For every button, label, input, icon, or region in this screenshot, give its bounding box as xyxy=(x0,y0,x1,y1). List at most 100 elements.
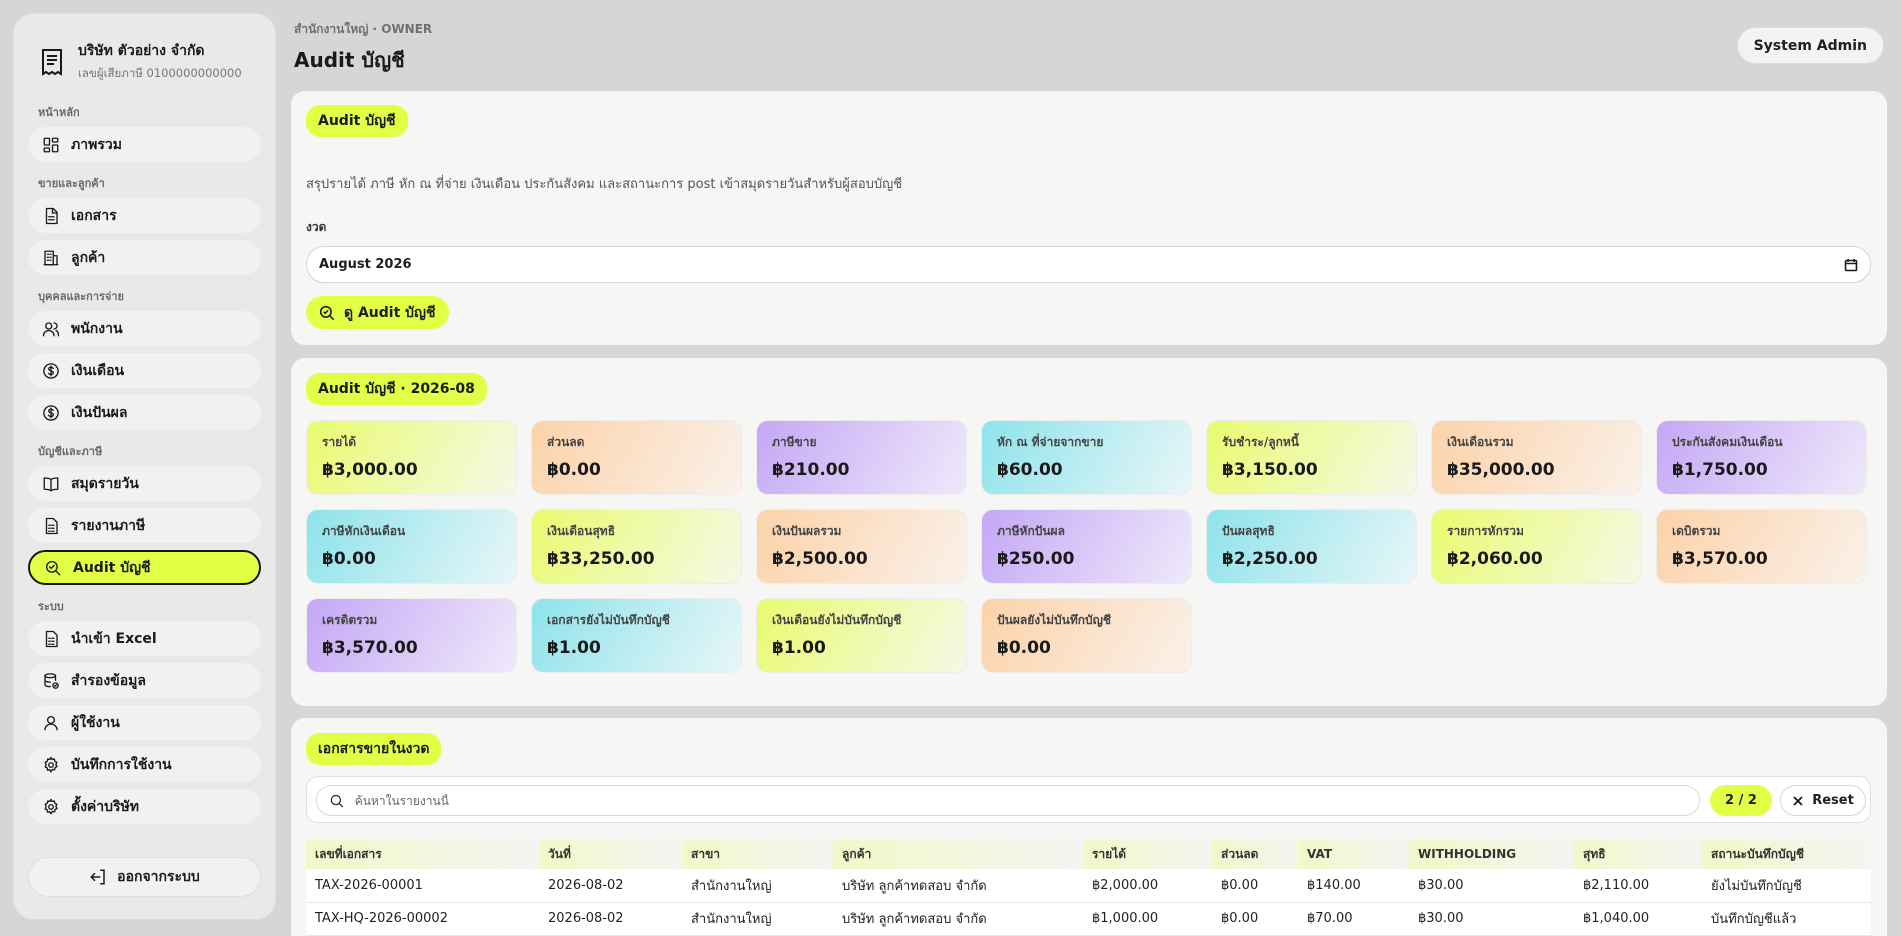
dollar-icon xyxy=(43,404,59,421)
sidebar-item-3-1[interactable]: รายงานภาษี xyxy=(28,508,261,543)
period-month-input[interactable]: August 2026 xyxy=(306,246,1871,283)
logout-icon xyxy=(90,869,105,885)
metric-card: ส่วนลด ฿0.00 xyxy=(531,420,742,495)
report-search-input[interactable] xyxy=(354,793,1687,808)
table-body: TAX-2026-00001 2026-08-02 สำนักงานใหญ่ บริษ… xyxy=(306,869,1871,936)
metric-value: ฿0.00 xyxy=(547,460,601,480)
calendar-icon[interactable] xyxy=(1844,258,1858,272)
table-row[interactable]: TAX-2026-00001 2026-08-02 สำนักงานใหญ่ บริษ… xyxy=(306,869,1871,903)
metric-card: ปันผลสุทธิ ฿2,250.00 xyxy=(1206,509,1417,584)
sidebar-item-1-0[interactable]: เอกสาร xyxy=(28,198,261,233)
sidebar-item-label: ลูกค้า xyxy=(71,249,106,266)
database-icon xyxy=(44,672,59,689)
sidebar-item-2-1[interactable]: เงินเดือน xyxy=(28,353,261,388)
sidebar-item-label: เอกสาร xyxy=(71,207,117,224)
metric-card: เงินเดือนรวม ฿35,000.00 xyxy=(1431,420,1642,495)
column-header[interactable]: ส่วนลด xyxy=(1212,839,1298,869)
table-cell: ยังไม่บันทึกบัญชี xyxy=(1702,869,1871,903)
sidebar-section-label: ขายและลูกค้า xyxy=(38,177,105,190)
search-check-icon xyxy=(45,560,61,575)
metric-card: ภาษีหักปันผล ฿250.00 xyxy=(981,509,1192,584)
sidebar-item-4-3[interactable]: บันทึกการใช้งาน xyxy=(28,747,261,782)
view-audit-button[interactable]: ดู Audit บัญชี xyxy=(306,296,450,329)
company-tax-id: เลขผู้เสียภาษี 0100000000000 xyxy=(78,66,242,80)
column-header[interactable]: VAT xyxy=(1298,839,1409,869)
metric-label: เงินปันผลรวม xyxy=(772,524,842,538)
table-cell: 2026-08-02 xyxy=(539,869,682,903)
sidebar-item-1-1[interactable]: ลูกค้า xyxy=(28,240,261,275)
metric-card: ปันผลยังไม่บันทึกบัญชี ฿0.00 xyxy=(981,598,1192,673)
metric-value: ฿1.00 xyxy=(547,638,601,658)
table-row[interactable]: TAX-HQ-2026-00002 2026-08-02 สำนักงานใหญ่บ… xyxy=(306,902,1871,936)
metric-value: ฿60.00 xyxy=(997,460,1063,480)
sidebar-section-label: ระบบ xyxy=(38,600,64,613)
audit-summary-card: Audit บัญชี · 2026-08 รายได้ ฿3,000.00 ส่ว… xyxy=(291,358,1887,706)
metric-card: รายได้ ฿3,000.00 xyxy=(306,420,517,495)
metric-value: ฿33,250.00 xyxy=(547,549,655,569)
sidebar-item-2-2[interactable]: เงินปันผล xyxy=(28,395,261,430)
table-cell: ฿30.00 xyxy=(1409,869,1574,903)
table-cell: ฿70.00 xyxy=(1298,902,1409,936)
metric-label: เงินเดือนยังไม่บันทึกบัญชี xyxy=(772,613,902,627)
sidebar-item-3-0[interactable]: สมุดรายวัน xyxy=(28,466,261,501)
sidebar-section-label: บุคคลและการจ่าย xyxy=(38,290,124,303)
period-label: งวด xyxy=(306,220,327,234)
reset-label: Reset xyxy=(1812,793,1854,808)
gear-icon xyxy=(44,756,58,772)
sidebar-item-4-0[interactable]: นำเข้า Excel xyxy=(28,621,261,656)
column-header[interactable]: WITHHOLDING xyxy=(1409,839,1574,869)
close-icon xyxy=(1793,795,1803,806)
sidebar-item-2-0[interactable]: พนักงาน xyxy=(28,311,261,346)
page-title: Audit บัญชี xyxy=(294,48,405,72)
sidebar-item-label: สมุดรายวัน xyxy=(71,475,139,492)
metric-card: รับชำระ/ลูกหนี้ ฿3,150.00 xyxy=(1206,420,1417,495)
audit-filter-card: Audit บัญชี สรุปรายได้ ภาษี หัก ณ ที่จ่า… xyxy=(291,91,1887,345)
sidebar-item-4-1[interactable]: สำรองข้อมูล xyxy=(28,663,261,698)
column-header[interactable]: สถานะบันทึกบัญชี xyxy=(1702,839,1871,869)
metric-card: ประกันสังคมเงินเดือน ฿1,750.00 xyxy=(1656,420,1867,495)
logout-label: ออกจากระบบ xyxy=(117,869,200,885)
metric-label: เงินเดือนรวม xyxy=(1447,435,1514,449)
search-icon xyxy=(330,794,344,807)
gear-icon xyxy=(44,798,58,814)
table-cell: ฿1,040.00 xyxy=(1574,902,1702,936)
sidebar-item-label: บันทึกการใช้งาน xyxy=(71,756,172,773)
table-cell: บริษัท ลูกค้าทดสอบ จำกัด xyxy=(833,902,1083,936)
sidebar-section-label: หน้าหลัก xyxy=(38,106,80,119)
dashboard-icon xyxy=(43,137,59,152)
document-icon xyxy=(45,207,58,224)
column-header[interactable]: รายได้ xyxy=(1083,839,1212,869)
report-search-field[interactable] xyxy=(316,785,1700,816)
search-check-icon xyxy=(319,305,335,320)
table-cell: ฿30.00 xyxy=(1409,902,1574,936)
table-cell: ฿2,000.00 xyxy=(1083,869,1212,903)
metric-value: ฿2,500.00 xyxy=(772,549,868,569)
user-menu-button[interactable]: System Admin xyxy=(1736,27,1884,64)
sidebar-item-4-2[interactable]: ผู้ใช้งาน xyxy=(28,705,261,740)
sidebar-item-3-2[interactable]: Audit บัญชี xyxy=(28,550,261,585)
sales-documents-table: เลขที่เอกสาร วันที่ สาขา ลูกค้า รายได้ ส่วนลด… xyxy=(306,839,1871,936)
column-header[interactable]: เลขที่เอกสาร xyxy=(306,839,539,869)
table-cell: บันทึกบัญชีแล้ว xyxy=(1702,902,1871,936)
metric-value: ฿0.00 xyxy=(322,549,376,569)
column-header[interactable]: สาขา xyxy=(682,839,833,869)
metric-label: เงินเดือนสุทธิ xyxy=(547,524,616,538)
sidebar-item-4-4[interactable]: ตั้งค่าบริษัท xyxy=(28,789,261,824)
sidebar-nav: หน้าหลักภาพรวมขายและลูกค้าเอกสารลูกค้าบุ… xyxy=(28,103,261,824)
metric-card: รายการหักรวม ฿2,060.00 xyxy=(1431,509,1642,584)
sidebar-item-label: เงินเดือน xyxy=(71,362,125,379)
reset-button[interactable]: Reset xyxy=(1780,785,1866,816)
metric-value: ฿0.00 xyxy=(997,638,1051,658)
sidebar-item-0-0[interactable]: ภาพรวม xyxy=(28,127,261,162)
logout-button[interactable]: ออกจากระบบ xyxy=(28,857,261,897)
metric-card: หัก ณ ที่จ่ายจากขาย฿60.00 xyxy=(981,420,1192,495)
column-header[interactable]: วันที่ xyxy=(539,839,682,869)
metric-grid: รายได้ ฿3,000.00 ส่วนลด ฿0.00 ภาษีขาย ฿210.00… xyxy=(306,420,1867,673)
metric-label: หัก ณ ที่จ่ายจากขาย xyxy=(997,435,1104,449)
column-header[interactable]: ลูกค้า xyxy=(833,839,1083,869)
metric-label: ประกันสังคมเงินเดือน xyxy=(1672,435,1783,449)
column-header[interactable]: สุทธิ xyxy=(1574,839,1702,869)
audit-description: สรุปรายได้ ภาษี หัก ณ ที่จ่าย เงินเดือน … xyxy=(306,177,903,192)
metric-value: ฿3,150.00 xyxy=(1222,460,1318,480)
sidebar-item-label: ผู้ใช้งาน xyxy=(71,714,120,731)
